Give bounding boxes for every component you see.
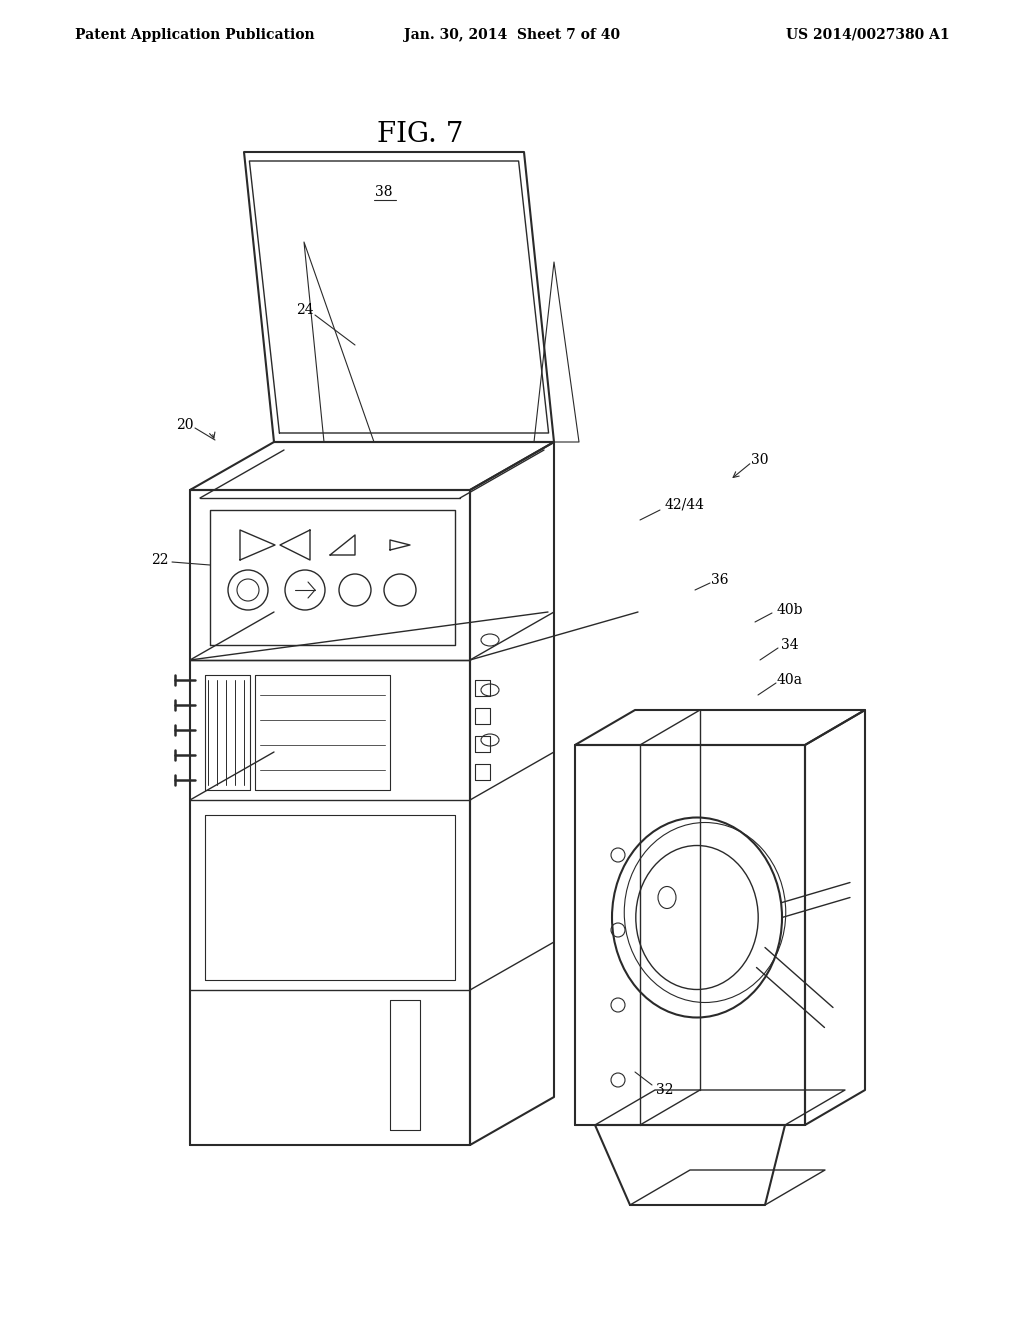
Text: 34: 34 — [781, 638, 799, 652]
Text: 36: 36 — [712, 573, 729, 587]
Text: 22: 22 — [152, 553, 169, 568]
Text: US 2014/0027380 A1: US 2014/0027380 A1 — [786, 28, 950, 42]
Text: 20: 20 — [176, 418, 194, 432]
Text: 30: 30 — [752, 453, 769, 467]
Text: 32: 32 — [656, 1082, 674, 1097]
Text: 40a: 40a — [777, 673, 803, 686]
Text: Patent Application Publication: Patent Application Publication — [75, 28, 314, 42]
Text: FIG. 7: FIG. 7 — [377, 121, 463, 149]
Text: 42/44: 42/44 — [665, 498, 705, 512]
Text: 40b: 40b — [777, 603, 803, 616]
Text: 38: 38 — [375, 185, 393, 199]
Text: Jan. 30, 2014  Sheet 7 of 40: Jan. 30, 2014 Sheet 7 of 40 — [403, 28, 621, 42]
Text: 24: 24 — [296, 304, 313, 317]
